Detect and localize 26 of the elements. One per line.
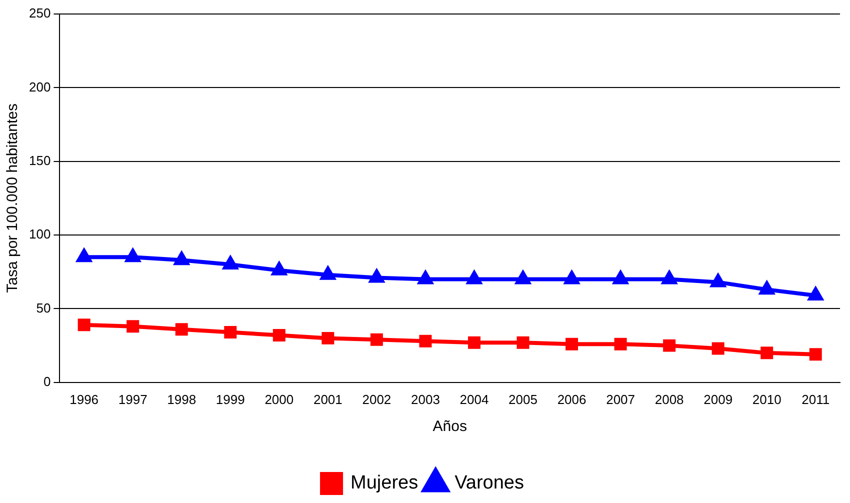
x-tick-label: 2004 — [460, 392, 489, 407]
y-tick-label: 100 — [28, 226, 51, 242]
x-tick-label: 1999 — [216, 392, 245, 407]
x-tick-label: 2009 — [704, 392, 733, 407]
x-tick-label: 2002 — [362, 392, 392, 407]
x-tick-label: 2011 — [802, 392, 830, 407]
x-tick-label: 2007 — [606, 392, 635, 407]
x-tick-label: 1997 — [118, 392, 148, 407]
x-tick-label: 1998 — [167, 392, 196, 407]
y-tick-label: 250 — [28, 6, 51, 21]
x-axis-title: Años — [432, 418, 467, 436]
x-tick-label: 2006 — [557, 392, 586, 407]
x-tick-label: 1996 — [70, 392, 99, 407]
x-tick-label: 2005 — [508, 392, 538, 407]
legend-label: Mujeres — [350, 472, 418, 494]
y-axis-title: Tasa por 100.000 habitantes — [4, 104, 22, 293]
legend-label: Varones — [454, 472, 524, 494]
x-tick-label: 2003 — [411, 392, 440, 407]
x-tick-label: 2001 — [313, 392, 342, 407]
y-tick-label: 0 — [43, 374, 51, 389]
x-tick-label: 2008 — [654, 392, 684, 407]
y-tick-label: 50 — [36, 300, 51, 316]
y-tick-label: 150 — [28, 152, 51, 168]
y-tick-label: 200 — [28, 79, 51, 94]
x-tick-label: 2010 — [752, 392, 782, 407]
x-tick-label: 2000 — [264, 392, 294, 407]
